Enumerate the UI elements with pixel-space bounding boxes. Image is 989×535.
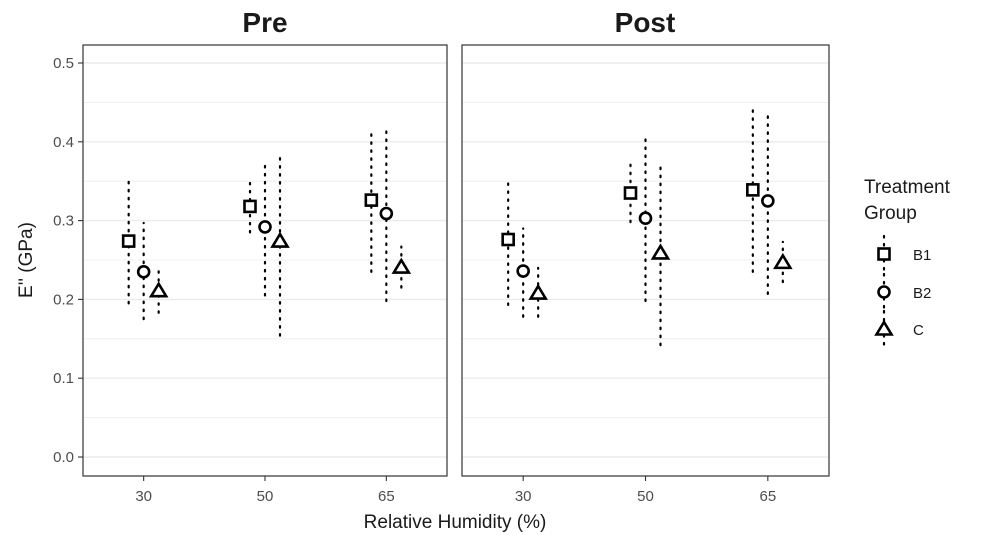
- point-pre-b1-65: [364, 193, 379, 207]
- legend-label-b1: B1: [913, 247, 931, 264]
- point-post-c-65: [773, 252, 793, 270]
- point-post-b2-50: [638, 211, 653, 226]
- y-tick-label-0-5: 0.5: [53, 55, 74, 72]
- legend-key-c: [874, 319, 894, 336]
- legend: Treatment Group B1 B2 C: [864, 177, 951, 349]
- x-tick-label-65: 65: [378, 488, 395, 505]
- y-tick-label-0-2: 0.2: [53, 291, 74, 308]
- y-axis-title: E'' (GPa): [16, 222, 37, 298]
- panel-title-pre: Pre: [242, 7, 287, 38]
- point-pre-c-50: [270, 231, 290, 248]
- x-tick-label-50: 50: [637, 488, 654, 505]
- y-tick-label-0-0: 0.0: [53, 449, 74, 466]
- point-post-b1-30: [501, 232, 515, 247]
- point-post-c-50: [650, 243, 671, 260]
- point-post-b1-50: [623, 186, 638, 200]
- panels: 30 50 65 30 50 65 0.0 0.1 0.2 0.3 0.4 0.5: [53, 44, 830, 505]
- legend-label-c: C: [913, 322, 924, 339]
- x-tick-label-50: 50: [257, 488, 274, 505]
- point-pre-b2-50: [258, 220, 272, 234]
- y-axis: 0.0 0.1 0.2 0.3 0.4 0.5: [53, 55, 83, 466]
- x-axis-title: Relative Humidity (%): [364, 512, 547, 533]
- x-tick-label-30: 30: [135, 488, 152, 505]
- legend-key-b1: [877, 247, 891, 261]
- y-tick-label-0-1: 0.1: [53, 370, 74, 387]
- point-post-b2-65: [761, 194, 775, 208]
- panel-pre: 30 50 65: [82, 44, 448, 505]
- legend-keys: [874, 234, 894, 349]
- point-post-b1-65: [746, 183, 760, 197]
- point-pre-c-65: [391, 257, 412, 274]
- point-pre-b1-50: [243, 199, 257, 214]
- legend-title-line-1: Treatment: [864, 177, 951, 198]
- legend-title-line-2: Group: [864, 203, 917, 224]
- x-tick-label-65: 65: [759, 488, 776, 505]
- legend-key-b2: [877, 285, 891, 299]
- point-pre-b2-30: [136, 265, 151, 279]
- legend-label-b2: B2: [913, 285, 931, 302]
- x-tick-label-30: 30: [515, 488, 532, 505]
- panel-titles: Pre Post: [242, 7, 675, 38]
- y-tick-label-0-3: 0.3: [53, 213, 74, 230]
- y-tick-label-0-4: 0.4: [53, 134, 74, 151]
- point-post-b2-30: [516, 264, 530, 278]
- panel-title-post: Post: [615, 7, 676, 38]
- point-post-c-30: [528, 283, 548, 300]
- point-pre-b2-65: [379, 206, 394, 221]
- panel-border: [82, 44, 448, 477]
- point-pre-b1-30: [121, 234, 136, 248]
- panel-post: 30 50 65: [461, 44, 830, 505]
- point-pre-c-30: [148, 281, 169, 298]
